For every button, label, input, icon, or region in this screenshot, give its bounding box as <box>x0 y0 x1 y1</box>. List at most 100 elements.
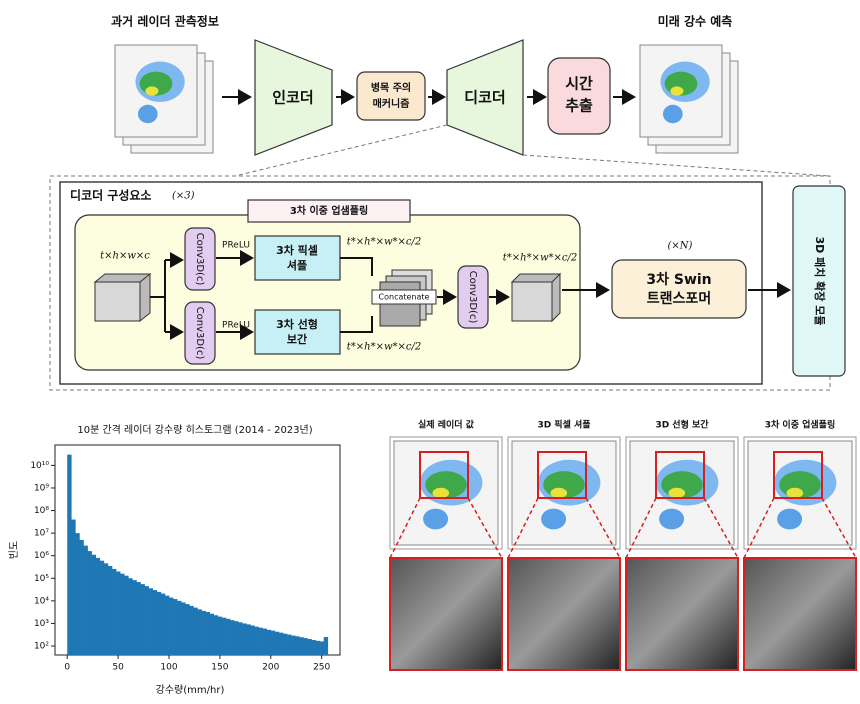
output-images <box>639 44 739 154</box>
block-title: 디코더 구성요소 <box>70 188 151 203</box>
rain-blob <box>541 508 567 530</box>
temporal-label: 추출 <box>565 97 593 115</box>
input-cube <box>93 272 152 323</box>
shape-label: t*×h*×w*×c/2 <box>347 237 422 248</box>
bar <box>177 600 182 655</box>
bar <box>140 584 145 655</box>
x-tick-label: 150 <box>211 663 228 673</box>
bar <box>71 519 76 655</box>
crop-box <box>419 451 469 499</box>
zoom-image <box>389 557 503 671</box>
bar <box>103 563 109 655</box>
x-tick-label: 250 <box>313 663 330 673</box>
linear-interp-label: 3차 선형 <box>276 317 318 331</box>
bar <box>193 607 198 655</box>
bar <box>270 630 276 655</box>
bar <box>201 610 206 655</box>
conv-label: Conv3D(c) <box>467 271 478 324</box>
x-tick-label: 0 <box>64 663 70 673</box>
rain-blob <box>137 104 158 124</box>
crop-line <box>585 497 621 559</box>
zoom-image <box>743 557 857 671</box>
bar <box>120 573 125 655</box>
crop-line <box>467 497 503 559</box>
rain-blob <box>432 487 450 499</box>
bar <box>112 568 117 655</box>
bar <box>303 638 308 655</box>
bar <box>262 628 268 655</box>
output-cube <box>510 272 562 323</box>
rain-blob <box>668 487 686 499</box>
bar <box>107 565 113 655</box>
bar <box>156 591 162 655</box>
bar <box>87 551 92 655</box>
y-tick-label: 10⁶ <box>34 551 49 561</box>
bar <box>319 641 325 655</box>
zoom-line <box>522 154 831 177</box>
arrow <box>340 257 373 333</box>
bar <box>238 622 243 655</box>
crop-line <box>703 497 739 559</box>
bar <box>152 590 158 655</box>
bar <box>258 627 263 655</box>
bar <box>181 602 186 655</box>
prelu-label: PReLU <box>222 241 250 251</box>
rain-blob <box>145 86 159 96</box>
concat-stack <box>371 269 437 327</box>
bar <box>311 639 316 655</box>
shape-label: t*×h*×w*×c/2 <box>347 342 422 353</box>
swin-repeat: (×N) <box>668 241 693 252</box>
bottleneck <box>356 71 426 121</box>
encoder <box>254 39 333 156</box>
crop-box <box>537 451 587 499</box>
rain-blob <box>659 508 685 530</box>
bar <box>173 599 178 655</box>
y-tick-label: 10¹⁰ <box>30 461 49 471</box>
bar <box>185 604 190 655</box>
bar <box>226 618 231 655</box>
y-tick-label: 10⁴ <box>34 596 49 606</box>
bottleneck-label: 병목 주의 <box>371 81 411 94</box>
bar <box>99 560 105 655</box>
crop-line <box>821 497 857 559</box>
bar <box>274 631 280 655</box>
bar <box>169 597 174 655</box>
rain-blob <box>670 86 684 96</box>
decoder-label: 디코더 <box>464 89 505 107</box>
patch-expand-label: 3D 패치 확장 모듈 <box>813 237 827 326</box>
rain-blob <box>786 487 804 499</box>
y-tick-label: 10⁷ <box>34 529 49 539</box>
shape-label: t×h×w×c <box>100 251 150 262</box>
y-axis-label: 빈도 <box>8 541 20 559</box>
bar <box>160 593 166 655</box>
panel-title: 3D 픽셀 셔플 <box>537 419 590 431</box>
conv-box <box>457 265 489 329</box>
y-tick-label: 10² <box>34 642 49 652</box>
bar <box>83 545 88 655</box>
bar <box>128 578 133 655</box>
temporal-label: 시간 <box>565 75 593 93</box>
bar <box>278 632 284 655</box>
rain-blob <box>423 508 449 530</box>
bar <box>315 640 320 655</box>
bar <box>67 454 72 655</box>
zoom-line <box>234 124 448 177</box>
bar <box>205 612 211 655</box>
swin-box <box>611 259 747 319</box>
bar <box>307 638 312 655</box>
upsampling-title-box <box>247 199 411 223</box>
bar <box>287 634 292 655</box>
bar <box>91 554 97 655</box>
output-label: 미래 강수 예측 <box>658 14 733 29</box>
bar <box>189 605 194 655</box>
bar <box>234 621 239 655</box>
rain-blob <box>550 487 568 499</box>
conv-label: Conv3D(c) <box>194 307 205 360</box>
prelu-label: PReLU <box>222 321 250 331</box>
bar <box>242 623 247 655</box>
bottleneck-label: 매커니즘 <box>373 97 410 110</box>
pixel-shuffle <box>254 235 341 281</box>
crop-box <box>773 451 823 499</box>
comparison-panels: 실제 레이더 값 3D 픽셀 셔플 3D 선형 보간 3차 이중 업샘플링 <box>389 419 857 671</box>
histogram: 0 50 100 150 200 250 10² 10³ 10⁴ 10⁵ 10⁶ 10⁷ 10⁸ 10⁹ 1… <box>30 444 341 673</box>
